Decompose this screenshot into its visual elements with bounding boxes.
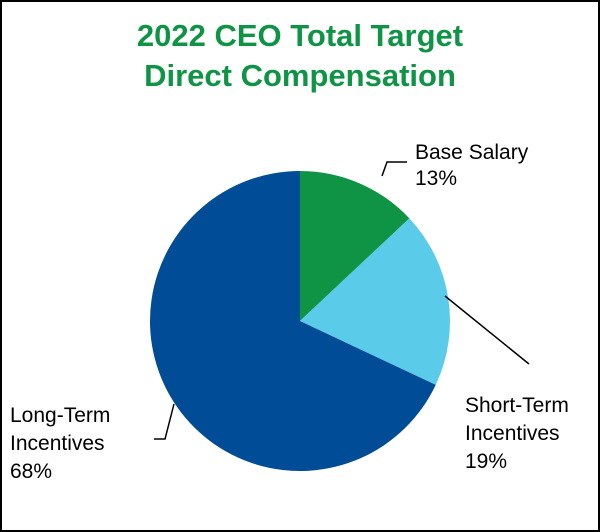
pie-slice-base-salary (300, 171, 410, 321)
slice-name-short-term-incentives: Short-Term (465, 394, 569, 417)
pie-slice-long-term-incentives (149, 171, 436, 472)
leader-line-long-term-incentives (154, 403, 175, 440)
leader-line-base-salary (381, 161, 407, 177)
chart-title-line-1: 2022 CEO Total Target (136, 18, 464, 53)
chart-title: 2022 CEO Total Target Direct Compensatio… (2, 16, 598, 96)
slice-value-base-salary: 13% (415, 167, 457, 190)
slice-name-base-salary: Base Salary (415, 141, 529, 164)
slice-name-long-term-incentives: Incentives (10, 432, 105, 455)
slice-label-long-term-incentives: Long-Term Incentives 68% (10, 404, 110, 483)
slice-value-short-term-incentives: 19% (465, 450, 507, 473)
leader-line-short-term-incentives (444, 295, 530, 365)
slice-label-short-term-incentives: Short-Term Incentives 19% (465, 394, 569, 473)
slice-label-base-salary: Base Salary 13% (415, 141, 529, 190)
chart-title-line-2: Direct Compensation (144, 58, 456, 93)
slice-name-short-term-incentives: Incentives (465, 422, 560, 445)
slice-name-long-term-incentives: Long-Term (10, 404, 110, 427)
slice-value-long-term-incentives: 68% (10, 460, 52, 483)
pie-slice-short-term-incentives (300, 218, 450, 385)
